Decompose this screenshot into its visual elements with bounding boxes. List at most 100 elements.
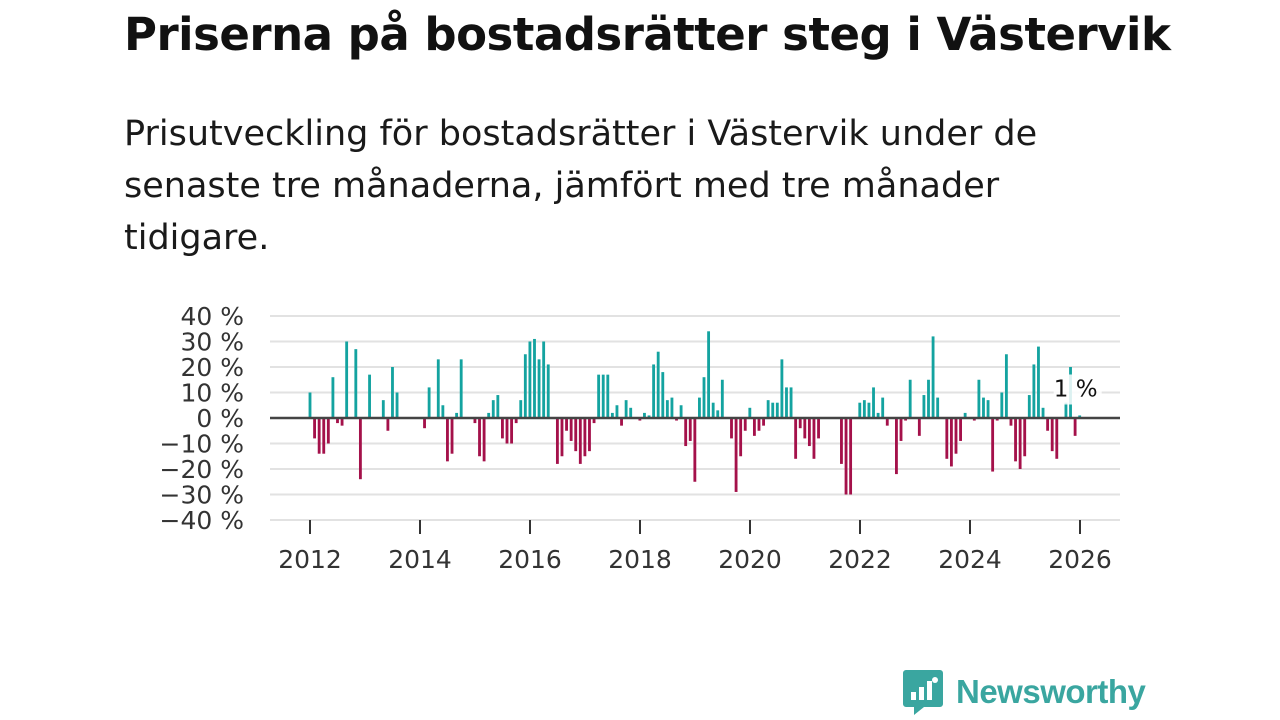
bar xyxy=(455,412,459,418)
bar xyxy=(679,405,683,418)
bar xyxy=(638,418,642,421)
bar xyxy=(1037,346,1040,418)
bar xyxy=(514,418,518,424)
bar xyxy=(555,418,559,464)
bar xyxy=(624,400,628,418)
bar xyxy=(817,418,820,439)
bar xyxy=(876,412,880,418)
bar xyxy=(867,402,871,418)
bar xyxy=(565,418,568,431)
bar xyxy=(395,392,399,418)
y-tick-label: −10 % xyxy=(160,430,244,459)
bar xyxy=(340,418,344,426)
chart-subtitle: Prisutveckling för bostadsrätter i Väste… xyxy=(124,114,1038,258)
bar xyxy=(743,418,747,431)
bar xyxy=(1050,418,1054,452)
bar xyxy=(313,418,316,439)
bar xyxy=(1073,418,1077,436)
bar xyxy=(771,402,775,418)
bar xyxy=(982,397,985,418)
bar xyxy=(698,397,701,418)
bar xyxy=(757,418,761,431)
y-tick-label: 10 % xyxy=(180,379,244,408)
bar xyxy=(336,418,339,424)
bar xyxy=(711,402,715,418)
bar xyxy=(647,415,651,418)
bar xyxy=(510,418,514,444)
bar xyxy=(1004,354,1008,418)
x-tick-label: 2024 xyxy=(938,545,1002,574)
bar xyxy=(537,359,541,418)
bar xyxy=(995,418,999,421)
bar xyxy=(684,418,688,447)
bar xyxy=(775,402,779,418)
bar xyxy=(794,418,798,459)
bar xyxy=(606,374,610,418)
bar xyxy=(643,412,646,418)
bar xyxy=(954,418,958,454)
bar xyxy=(1000,392,1004,418)
bar xyxy=(368,374,371,418)
bar xyxy=(752,418,756,436)
bar xyxy=(601,374,605,418)
bar xyxy=(656,351,660,418)
bar xyxy=(670,397,674,418)
bar xyxy=(326,418,330,444)
bar xyxy=(707,331,711,418)
x-tick-label: 2026 xyxy=(1048,545,1112,574)
bar xyxy=(441,405,445,418)
y-tick-label: −20 % xyxy=(160,455,244,484)
bar xyxy=(899,418,903,441)
bar xyxy=(936,397,940,418)
bar xyxy=(354,349,358,418)
bar xyxy=(487,412,491,418)
bar xyxy=(501,418,504,439)
x-tick-label: 2012 xyxy=(278,545,342,574)
y-tick-label: 0 % xyxy=(196,404,244,433)
bar xyxy=(1027,395,1031,418)
bar xyxy=(661,372,665,418)
bar xyxy=(949,418,953,467)
bar xyxy=(459,359,463,418)
bar xyxy=(620,418,623,426)
x-tick-label: 2014 xyxy=(388,545,452,574)
bar xyxy=(986,400,990,418)
bar xyxy=(331,377,335,418)
bar xyxy=(862,400,866,418)
bar xyxy=(748,407,752,418)
bar xyxy=(991,418,995,472)
bar xyxy=(322,418,326,454)
bar xyxy=(881,397,885,418)
bar xyxy=(317,418,321,454)
bar xyxy=(972,418,976,421)
bar xyxy=(574,418,578,452)
bar xyxy=(588,418,591,452)
bar xyxy=(358,418,362,480)
bar xyxy=(904,418,908,421)
bar xyxy=(391,367,394,418)
bar xyxy=(785,387,788,418)
y-tick-label: 40 % xyxy=(180,302,244,331)
bar xyxy=(436,359,440,418)
bar xyxy=(446,418,449,462)
bar xyxy=(423,418,426,429)
last-value-annotation: 1 % xyxy=(1053,374,1102,405)
bar xyxy=(482,418,486,462)
bar xyxy=(546,364,550,418)
y-tick-label: −40 % xyxy=(160,506,244,535)
brand-logo: Newsworthy xyxy=(902,668,1146,716)
bar xyxy=(849,418,853,495)
bar xyxy=(610,412,614,418)
x-tick-label: 2016 xyxy=(498,545,562,574)
bar xyxy=(533,338,536,418)
bar xyxy=(597,374,601,418)
bar xyxy=(931,336,935,418)
bar xyxy=(734,418,738,492)
x-axis-ticks: 2012 2014 2016 2018 2020 2022 2024 2026 xyxy=(278,520,1112,574)
bar xyxy=(473,418,477,424)
bar xyxy=(766,400,770,418)
bar xyxy=(693,418,697,482)
bar xyxy=(308,392,312,418)
bar xyxy=(908,379,912,418)
brand-name: Newsworthy xyxy=(956,673,1146,710)
